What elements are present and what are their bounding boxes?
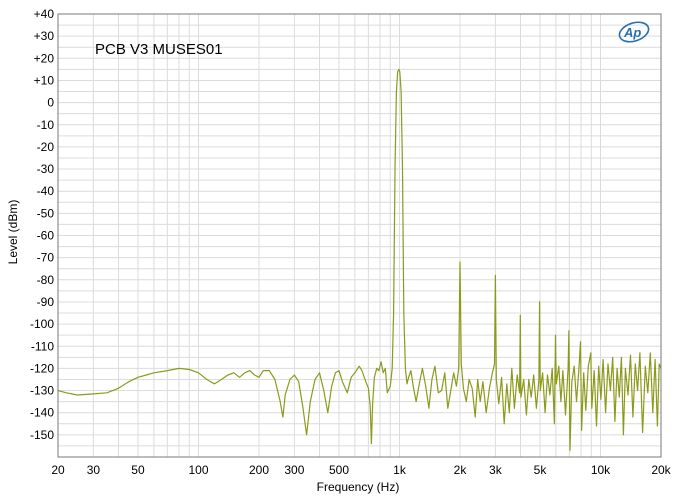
x-tick-label: 5k: [534, 463, 548, 477]
x-tick-label: 200: [249, 463, 269, 477]
ap-logo-text: Ap: [623, 25, 641, 40]
ap-logo-ring: [618, 21, 650, 43]
plot-frame: [57, 13, 662, 458]
x-tick-label: 20: [51, 463, 65, 477]
y-tick-label: -10: [37, 118, 55, 132]
x-tick-label: 20k: [651, 463, 671, 477]
chart-title: PCB V3 MUSES01: [95, 41, 223, 58]
x-tick-label: 50: [131, 463, 145, 477]
x-axis-label: Frequency (Hz): [317, 480, 400, 494]
y-tick-label: -30: [37, 162, 55, 176]
y-tick-label: -40: [37, 184, 55, 198]
y-tick-label: -110: [31, 339, 54, 353]
y-axis-ticks: +40 +30 +20 +10 0 -10 -20 -30 -40 -50 -60 -70 -80 -90…: [30, 7, 54, 442]
y-tick-label: 0: [47, 96, 54, 110]
y-tick-label: -90: [37, 295, 55, 309]
y-tick-label: +30: [34, 29, 55, 43]
y-axis-label: Level (dBm): [6, 200, 20, 265]
y-tick-label: -20: [37, 140, 55, 154]
ap-logo: Ap: [618, 21, 650, 43]
y-tick-label: -80: [37, 273, 55, 287]
x-tick-label: 300: [284, 463, 304, 477]
y-tick-label: -120: [30, 361, 54, 375]
y-tick-label: -140: [30, 406, 54, 420]
y-tick-label: +10: [34, 73, 55, 87]
x-axis-ticks: 20 30 50 100 200 300 500 1k 2k 3k 5k 10k 20k: [51, 463, 671, 477]
x-tick-label: 3k: [489, 463, 503, 477]
y-tick-label: -150: [30, 428, 54, 442]
y-tick-label: +20: [34, 51, 55, 65]
y-tick-label: -60: [37, 229, 55, 243]
y-tick-label: +40: [34, 7, 55, 21]
grid-lines: [58, 14, 661, 457]
y-tick-label: -50: [37, 206, 55, 220]
x-tick-label: 1k: [393, 463, 407, 477]
y-tick-label: -130: [30, 384, 54, 398]
x-tick-label: 500: [329, 463, 349, 477]
y-tick-label: -70: [37, 251, 55, 265]
x-tick-label: 100: [188, 463, 208, 477]
series-layer: [57, 68, 662, 451]
x-tick-label: 30: [87, 463, 101, 477]
series-line-1: [57, 68, 662, 451]
y-tick-label: -100: [30, 317, 54, 331]
x-tick-label: 2k: [454, 463, 468, 477]
x-tick-label: 10k: [591, 463, 611, 477]
